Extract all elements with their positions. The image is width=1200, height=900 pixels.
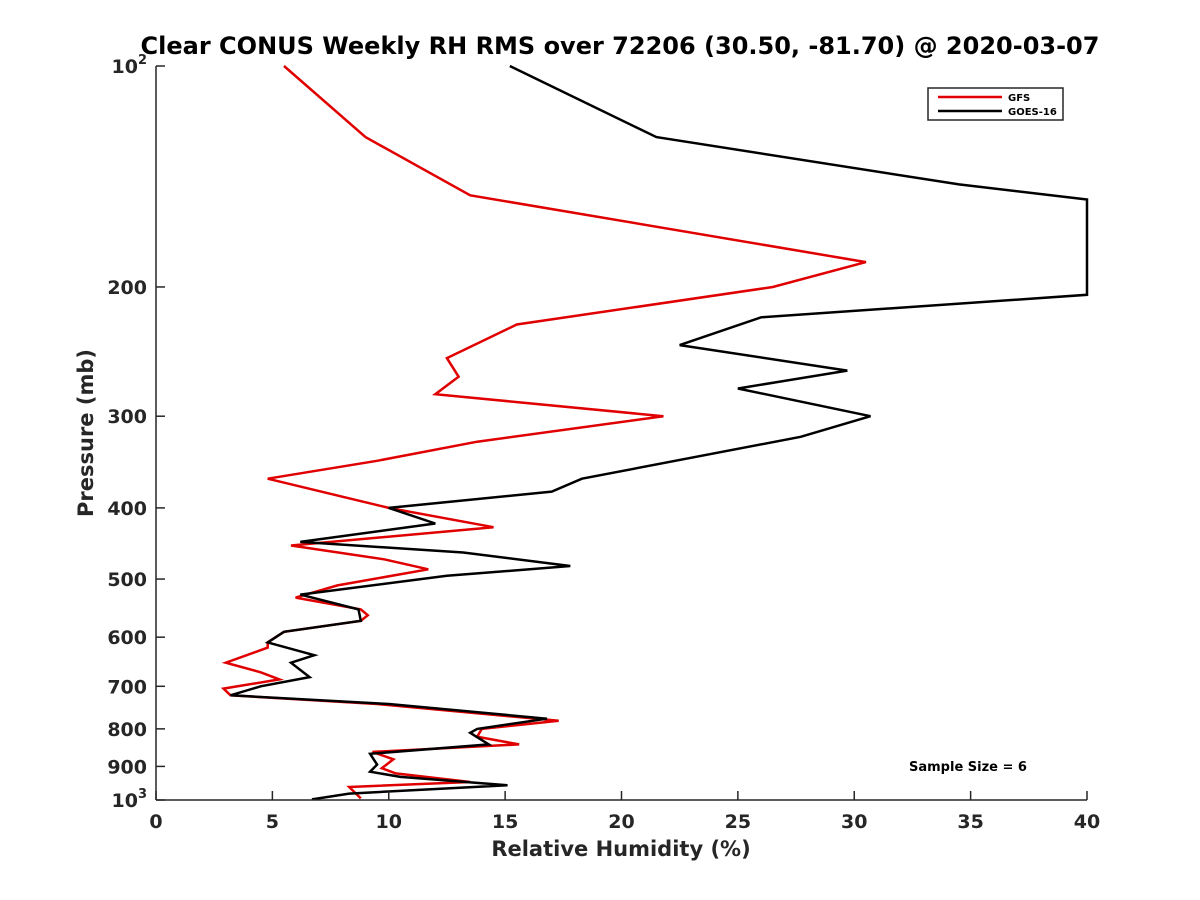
- y-tick-label: 200: [107, 277, 147, 299]
- y-tick-label: 800: [107, 719, 147, 741]
- y-tick-label: 103: [112, 787, 148, 812]
- x-tick-label: 20: [608, 811, 634, 833]
- y-tick-label: 102: [112, 53, 148, 78]
- x-tick-label: 30: [841, 811, 867, 833]
- y-axis-label: Pressure (mb): [74, 349, 98, 517]
- y-tick-label: 400: [107, 498, 147, 520]
- y-tick-label: 600: [107, 627, 147, 649]
- legend-label-goes16: GOES-16: [1008, 107, 1057, 118]
- series-line-goes16: [230, 64, 1089, 801]
- y-tick-label: 700: [107, 676, 147, 698]
- y-tick-label: 500: [107, 569, 147, 591]
- y-tick-label: 900: [107, 756, 147, 778]
- axes: [155, 66, 1087, 801]
- legend: GFS GOES-16: [927, 87, 1064, 121]
- chart-title: Clear CONUS Weekly RH RMS over 72206 (30…: [141, 32, 1100, 60]
- y-tick-label: 300: [107, 406, 147, 428]
- plot-lines: [220, 64, 1089, 801]
- x-tick-label: 35: [957, 811, 983, 833]
- x-tick-label: 15: [492, 811, 518, 833]
- sample-size-annotation: Sample Size = 6: [909, 760, 1027, 775]
- x-tick-label: 25: [725, 811, 751, 833]
- x-tick-label: 0: [149, 811, 162, 833]
- series-line-gfs: [220, 65, 867, 800]
- legend-label-gfs: GFS: [1008, 93, 1030, 104]
- y-ticks: 102 200 300 400 500 600 700 800 900 103: [107, 53, 165, 812]
- x-tick-label: 40: [1074, 811, 1100, 833]
- x-ticks: 0 5 10 15 20 25 30 35 40: [149, 791, 1100, 833]
- x-tick-label: 10: [376, 811, 402, 833]
- x-tick-label: 5: [266, 811, 279, 833]
- x-axis-label: Relative Humidity (%): [491, 837, 750, 861]
- legend-box: [927, 87, 1064, 121]
